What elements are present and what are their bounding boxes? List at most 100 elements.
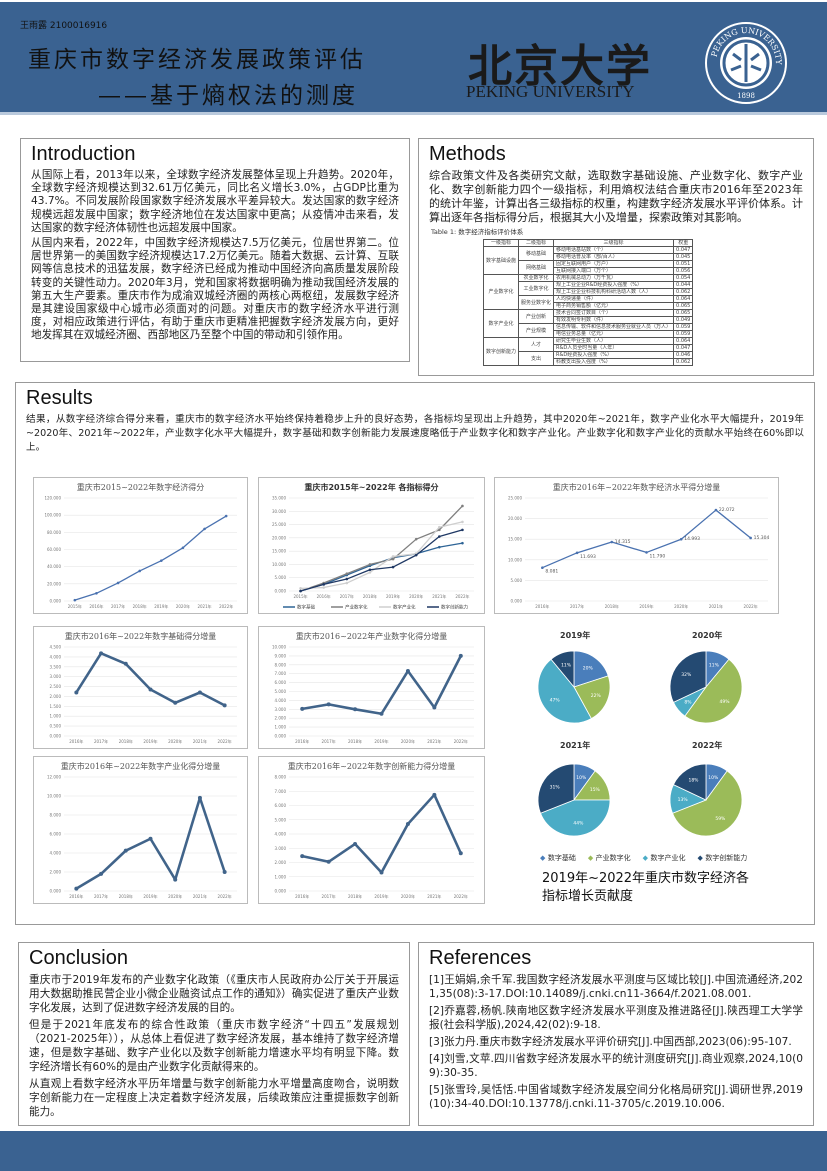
data-point bbox=[541, 566, 544, 570]
line-chart: 重庆市2016年~2022年数字产业化得分增量 0.000 2.000 4.000 6.… bbox=[33, 756, 248, 904]
y-tick-label: 0.000 bbox=[50, 889, 62, 894]
data-point bbox=[116, 581, 120, 585]
data-point bbox=[368, 563, 372, 566]
data-point bbox=[300, 706, 305, 711]
data-point bbox=[148, 687, 153, 692]
y-tick-label: 5.000 bbox=[275, 575, 287, 580]
line-chart: 重庆市2016年~2022年数字经济水平得分增量 0.000 5.000 10.000… bbox=[494, 477, 779, 614]
x-tick-label: 2019年 bbox=[374, 893, 388, 899]
data-point bbox=[222, 870, 227, 874]
data-point bbox=[749, 536, 752, 540]
x-tick-label: 2016年 bbox=[317, 593, 331, 599]
y-tick-label: 3.500 bbox=[50, 664, 62, 669]
methods-section: Methods 综合政策文件及各类研究文献，选取数字基础设施、产业数字化、数字产… bbox=[418, 138, 814, 376]
pie-percent-label: 13% bbox=[678, 797, 689, 803]
x-tick-label: 2021年 bbox=[432, 593, 446, 599]
pie-percent-label: 49% bbox=[719, 699, 730, 705]
level3-cell: 电子商务销售额（亿元） bbox=[553, 302, 675, 310]
table-row: 工业数字化 规上工业企业R&D经费投入强度（%） 0.044 bbox=[484, 281, 694, 296]
level2-cell: 支出 bbox=[518, 351, 555, 366]
level2-cell: 产业创新 bbox=[518, 309, 555, 324]
y-tick-label: 3.000 bbox=[275, 846, 287, 851]
introduction-paragraph: 从国内来看，2022年，中国数字经济规模达7.5万亿美元，位居世界第二。位居世界… bbox=[31, 237, 399, 342]
data-point bbox=[679, 537, 683, 541]
data-point bbox=[224, 514, 228, 518]
data-point bbox=[123, 661, 128, 666]
x-tick-label: 2018年 bbox=[605, 603, 619, 609]
level3-cell: 互联网接入端口（万个） bbox=[553, 267, 675, 275]
x-tick-label: 2020年 bbox=[409, 593, 423, 599]
table-header-cell: 权重 bbox=[673, 239, 694, 247]
data-point bbox=[345, 577, 349, 581]
y-tick-label: 5.000 bbox=[275, 817, 287, 822]
pie-title: 2019年 bbox=[560, 631, 591, 640]
pie-percent-label: 59% bbox=[715, 816, 726, 822]
data-point bbox=[368, 568, 372, 572]
weight-cell: 0.054 bbox=[673, 274, 694, 282]
legend-label: 产业数字化 bbox=[595, 854, 631, 862]
data-point bbox=[379, 711, 384, 716]
pie-legend: ◆ 数字基础 ◆ 产业数字化 ◆ 数字产业化 ◆ 数字创新能力 bbox=[540, 853, 759, 863]
y-tick-label: 20.000 bbox=[47, 581, 61, 586]
x-tick-label: 2018年 bbox=[348, 893, 362, 899]
introduction-paragraph: 从国际上看，2013年以来，全球数字经济发展整体呈现上升趋势。2020年，全球数… bbox=[31, 169, 399, 234]
pie-caption: 2019年~2022年重庆市数字经济各指标增长贡献度 bbox=[542, 871, 750, 904]
chart-title: 重庆市2015~2022年数字经济得分 bbox=[76, 483, 205, 492]
y-tick-label: 0.000 bbox=[50, 734, 62, 739]
chart-plot: 0.000 5.000 10.000 15.000 20.000 25.000 30.000… bbox=[272, 496, 474, 611]
data-point bbox=[461, 504, 464, 508]
level3-cell: R&D经费投入强度（%） bbox=[553, 351, 675, 359]
series-line bbox=[75, 796, 226, 890]
x-tick-label: 2021年 bbox=[193, 893, 207, 899]
level2-cell: 网络基础 bbox=[518, 260, 555, 275]
data-point bbox=[326, 859, 331, 864]
y-tick-label: 4.000 bbox=[50, 851, 62, 856]
weight-cell: 0.059 bbox=[673, 330, 694, 338]
x-tick-label: 2015年 bbox=[293, 593, 307, 599]
y-tick-label: 7.000 bbox=[275, 671, 287, 676]
weight-cell: 0.062 bbox=[673, 358, 694, 366]
pku-logo-chinese: 北京大学 bbox=[468, 41, 652, 92]
line-chart: 重庆市2015~2022年数字经济得分 0.000 20.000 40.000 60.0… bbox=[33, 477, 248, 614]
line-chart: 重庆市2015年~2022年 各指标得分 0.000 5.000 10.000 15.0… bbox=[258, 477, 485, 614]
methods-heading: Methods bbox=[429, 143, 506, 165]
y-tick-label: 0.500 bbox=[50, 724, 62, 729]
weight-cell: 0.047 bbox=[673, 246, 694, 254]
y-tick-label: 6.000 bbox=[275, 803, 287, 808]
data-label: 14.993 bbox=[684, 536, 700, 542]
y-tick-label: 0.000 bbox=[511, 599, 523, 604]
weight-cell: 0.065 bbox=[673, 302, 694, 310]
weight-cell: 0.056 bbox=[673, 267, 694, 275]
pie-chart: 10%15% 44% 31% bbox=[537, 763, 611, 837]
level3-cell: 电信业务总量（亿元） bbox=[553, 330, 675, 338]
series-line bbox=[301, 793, 462, 874]
level1-cell: 产业数字化 bbox=[482, 274, 520, 310]
pie-chart: 20% 22% 47% 11% bbox=[537, 650, 611, 724]
data-point bbox=[173, 877, 178, 882]
chart-plot: 0.000 1.000 2.000 3.000 4.000 5.000 6.000 7.000… bbox=[275, 775, 474, 899]
weight-cell: 0.059 bbox=[673, 323, 694, 331]
x-tick-label: 2021年 bbox=[193, 738, 207, 744]
legend-item: ◆ 数字基础 bbox=[540, 854, 582, 862]
data-point bbox=[181, 546, 185, 550]
line-chart: 重庆市2016~2022年产业数字化得分增量 0.000 1.000 2.000 3.0… bbox=[258, 626, 485, 749]
y-tick-label: 15.000 bbox=[272, 549, 286, 554]
pie-title: 2020年 bbox=[692, 631, 723, 640]
x-tick-label: 2022年 bbox=[218, 738, 232, 744]
data-point bbox=[322, 586, 325, 589]
pie-slice bbox=[573, 675, 611, 720]
y-tick-label: 10.000 bbox=[272, 562, 286, 567]
table-row: 数字基础设施 移动基础 移动电话基站数（个） 0.047 bbox=[482, 246, 694, 275]
y-tick-label: 10.000 bbox=[47, 794, 61, 799]
level1-cell: 数字创新能力 bbox=[482, 337, 520, 366]
weight-cell: 0.064 bbox=[673, 295, 694, 303]
series-line bbox=[300, 521, 463, 589]
chart-title: 重庆市2016~2022年产业数字化得分增量 bbox=[295, 632, 448, 641]
level2-cell: 农业数字化 bbox=[518, 274, 555, 282]
x-tick-label: 2020年 bbox=[401, 738, 415, 744]
data-label: 15.304 bbox=[754, 535, 770, 541]
conclusion-heading: Conclusion bbox=[29, 947, 128, 969]
data-label: 22.072 bbox=[719, 507, 735, 513]
y-tick-label: 2.000 bbox=[50, 870, 62, 875]
level2-cell: 人才 bbox=[518, 337, 555, 352]
